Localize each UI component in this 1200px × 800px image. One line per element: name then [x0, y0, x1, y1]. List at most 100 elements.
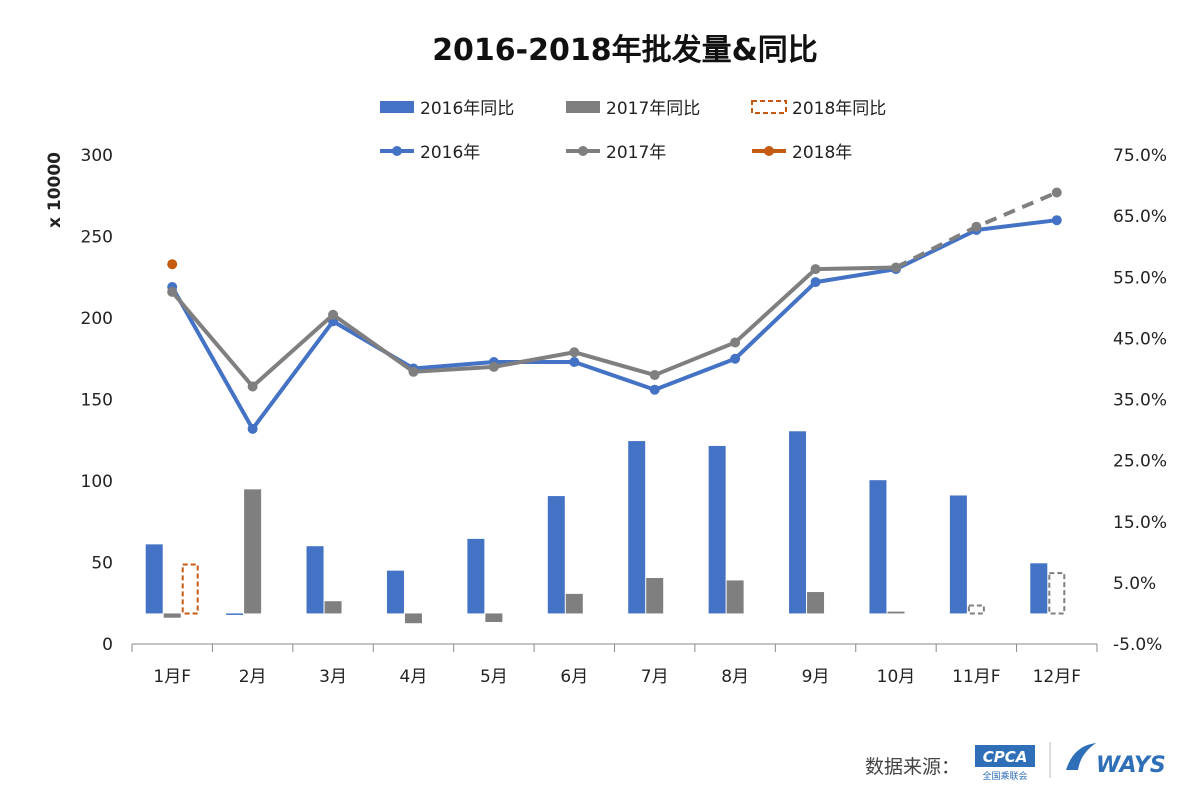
legend-marker-2017年 [578, 146, 588, 156]
bar-2016年同比 [306, 546, 324, 614]
legend-label-2018年: 2018年 [792, 143, 852, 163]
x-tick-label: 7月 [641, 667, 669, 687]
point-2017年 [649, 370, 660, 381]
cpca-logo-sub: 全国乘联会 [982, 770, 1027, 782]
ways-logo-text: WAYS [1096, 753, 1166, 778]
point-2017年 [488, 361, 499, 372]
legend-label-2016年同比: 2016年同比 [420, 99, 514, 119]
point-2017年 [971, 221, 982, 232]
legend: 2016年同比 2017年同比 2018年同比 2016年 2017年 2018年 [380, 99, 886, 163]
bar-2017年同比 [244, 489, 262, 614]
point-2017年 [569, 347, 580, 358]
x-tick-label: 6月 [560, 667, 588, 687]
bar-2017年同比 [163, 613, 181, 618]
legend-label-2017年同比: 2017年同比 [606, 99, 700, 119]
line-2016年 [170, 218, 1058, 431]
x-tick-label: 4月 [400, 667, 428, 687]
point-2017年 [167, 286, 178, 297]
bar-2016年同比 [386, 570, 404, 614]
bar-2018年同比 [181, 563, 199, 615]
y-right-tick-label: 25.0% [1113, 452, 1167, 472]
x-tick-label: 9月 [802, 667, 830, 687]
point-2017年 [328, 309, 339, 320]
x-tick-label: 8月 [721, 667, 749, 687]
legend-swatch-2017年同比 [566, 101, 600, 113]
legend-label-2018年同比: 2018年同比 [792, 99, 886, 119]
bar-2017年同比 [807, 592, 825, 614]
point-2017年 [890, 262, 901, 273]
bar-2017年同比 [404, 613, 422, 624]
legend-swatch-2016年同比 [380, 101, 414, 113]
bar-2017年同比 [887, 611, 905, 614]
point-2017年 [1051, 187, 1062, 198]
point-2017年 [730, 337, 741, 348]
y-right-tick-label: -5.0% [1113, 635, 1162, 655]
y-right-tick-label: 5.0% [1113, 574, 1156, 594]
y-right-tick-label: 65.0% [1113, 207, 1167, 227]
point-2016年 [1051, 215, 1062, 226]
y-right-tick-label: 45.0% [1113, 329, 1167, 349]
cpca-logo: CPCA 全国乘联会 [975, 745, 1035, 782]
bar-2016年同比 [547, 496, 565, 614]
axes: 1月F 2月 3月 4月 5月 6月 7月 8月 9月 10月 11月F 12月F 0 50 100 150 2… [45, 146, 1167, 687]
x-tick-label: 11月F [952, 667, 1000, 687]
ways-logo: WAYS [1066, 743, 1166, 778]
bar-2016年同比 [467, 538, 485, 614]
bar-2017年同比 [324, 601, 342, 614]
legend-label-2017年: 2017年 [606, 143, 666, 163]
bar-2016年同比 [628, 441, 646, 614]
line-2017年 [170, 265, 896, 389]
lines [167, 187, 1062, 434]
point-2016年 [730, 353, 741, 364]
legend-swatch-2018年同比 [751, 100, 787, 114]
bar-2017年同比预测 [1048, 572, 1066, 615]
y-right-tick-label: 35.0% [1113, 391, 1167, 411]
bar-2016年同比 [708, 445, 726, 614]
legend-marker-2018年 [764, 146, 774, 156]
cpca-logo-text: CPCA [983, 748, 1028, 766]
bar-2016年同比 [145, 544, 163, 614]
x-tick-label: 10月 [877, 667, 916, 687]
legend-marker-2016年 [392, 146, 402, 156]
y-left-tick-label: 150 [81, 391, 113, 411]
bars [145, 431, 1066, 624]
bar-2016年同比 [869, 480, 887, 614]
point-2016年 [247, 423, 258, 434]
bar-2017年同比 [565, 593, 583, 614]
bar-2017年同比 [726, 580, 744, 614]
y-left-tick-label: 250 [81, 228, 113, 248]
point-2017年 [810, 264, 821, 275]
legend-label-2016年: 2016年 [420, 143, 480, 163]
source-label: 数据来源： [865, 756, 960, 778]
bar-2017年同比 [485, 613, 503, 622]
y-left-tick-label: 200 [81, 309, 113, 329]
x-tick-label: 2月 [239, 667, 267, 687]
y-right-tick-label: 55.0% [1113, 268, 1167, 288]
ways-logo-mark [1066, 743, 1096, 770]
x-tick-label: 1月F [153, 667, 191, 687]
bar-2016年同比 [226, 613, 244, 615]
x-tick-label: 12月F [1033, 667, 1081, 687]
y-left-tick-label: 50 [91, 554, 113, 574]
bar-2016年同比 [789, 431, 807, 614]
bar-2017年同比 [646, 577, 664, 614]
y-left-tick-label: 300 [81, 146, 113, 166]
bar-2016年同比 [1030, 563, 1048, 614]
point-2016年 [810, 277, 821, 288]
y-right-tick-label: 75.0% [1113, 146, 1167, 166]
y-left-tick-label: 100 [81, 472, 113, 492]
x-tick-label: 3月 [319, 667, 347, 687]
y-left-tick-label: 0 [102, 635, 113, 655]
cpca-logo-box [975, 745, 1035, 767]
point-2016年 [569, 357, 580, 368]
bar-2016年同比 [949, 495, 967, 614]
point-2018年 [167, 259, 178, 270]
point-2016年 [649, 384, 660, 395]
bar-2017年同比预测 [967, 604, 985, 615]
chart-title: 2016-2018年批发量&同比 [432, 33, 818, 68]
y-right-tick-label: 15.0% [1113, 513, 1167, 533]
source-attribution: 数据来源： CPCA 全国乘联会 WAYS [865, 742, 1166, 782]
y-left-axis-label: x 10000 [45, 152, 65, 228]
point-2017年 [408, 366, 419, 377]
